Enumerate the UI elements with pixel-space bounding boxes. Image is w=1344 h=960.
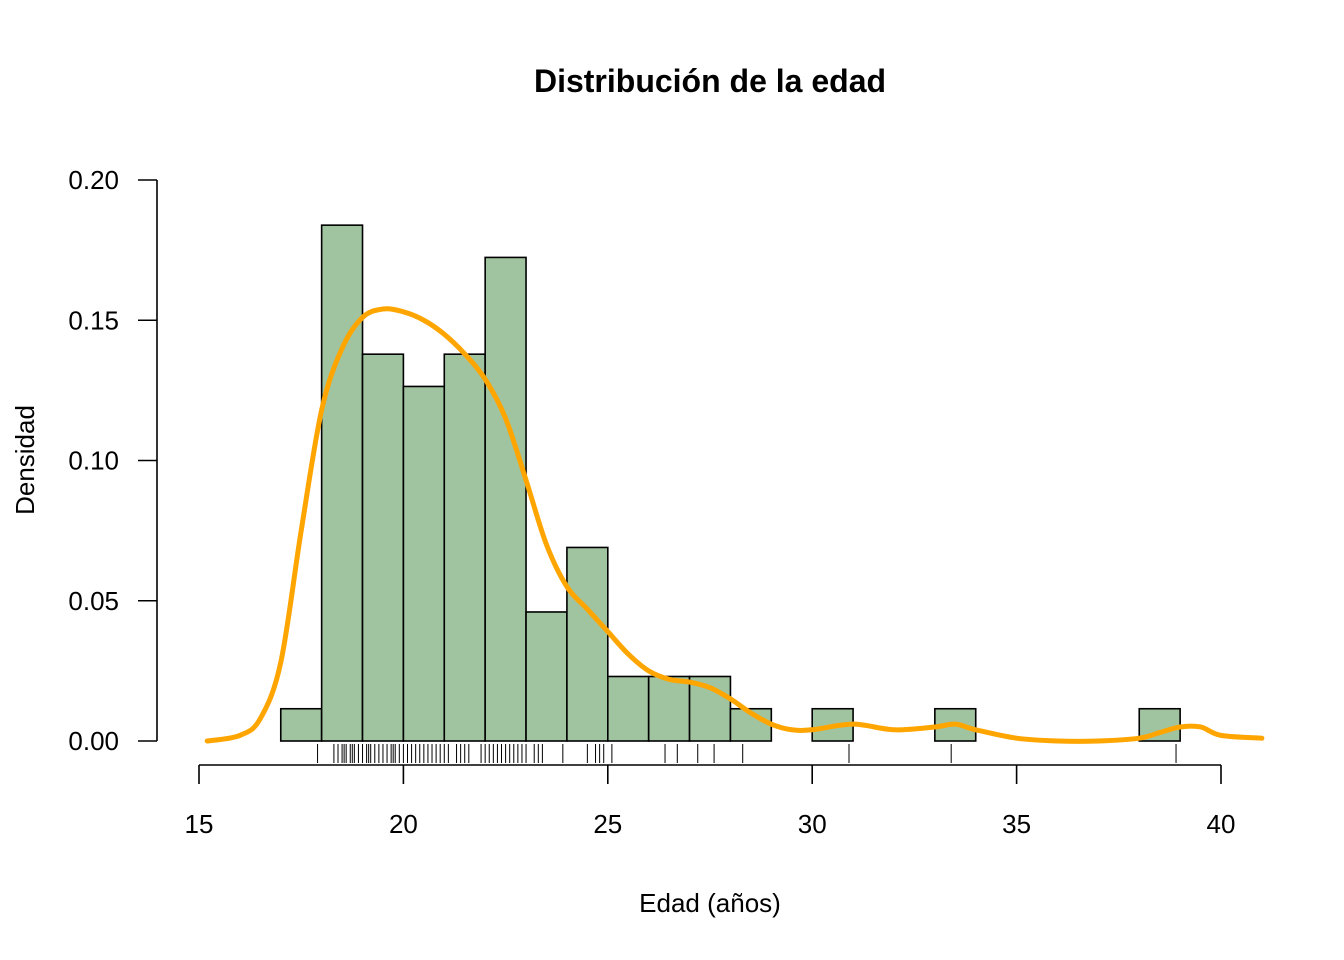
histogram-bars (279, 224, 1181, 742)
y-tick-label: 0.20 (68, 165, 119, 195)
x-tick-label: 30 (798, 809, 827, 839)
histogram-bar-25-26 (606, 675, 650, 742)
density-curve (204, 306, 1265, 744)
y-tick-label: 0.10 (68, 446, 119, 476)
x-axis-title: Edad (años) (639, 888, 781, 918)
y-tick-label: 0.15 (68, 305, 119, 335)
rug-marks (317, 744, 1177, 763)
x-tick-label: 40 (1207, 809, 1236, 839)
x-axis: 15 20 25 30 35 40 (185, 764, 1236, 839)
chart-title: Distribución de la edad (534, 63, 886, 99)
histogram-bar-20-21 (402, 385, 446, 742)
y-tick-label: 0.05 (68, 586, 119, 616)
histogram-bar-21-22 (443, 353, 486, 742)
x-tick-label: 35 (1002, 809, 1031, 839)
histogram-bar-22-23 (484, 256, 527, 742)
y-axis: 0.00 0.05 0.10 0.15 0.20 (68, 165, 158, 756)
histogram-bar-24-25 (566, 546, 609, 742)
histogram-bar-19-20 (361, 353, 405, 742)
y-tick-label: 0.00 (68, 726, 119, 756)
x-tick-label: 15 (185, 809, 214, 839)
histogram-bar-17-18 (279, 707, 323, 742)
histogram-bar-26-27 (647, 675, 691, 742)
x-tick-label: 25 (593, 809, 622, 839)
histogram-bar-18-19 (320, 224, 364, 742)
x-tick-label: 20 (389, 809, 418, 839)
histogram-bar-23-24 (525, 611, 568, 742)
y-axis-title: Densidad (10, 405, 40, 515)
